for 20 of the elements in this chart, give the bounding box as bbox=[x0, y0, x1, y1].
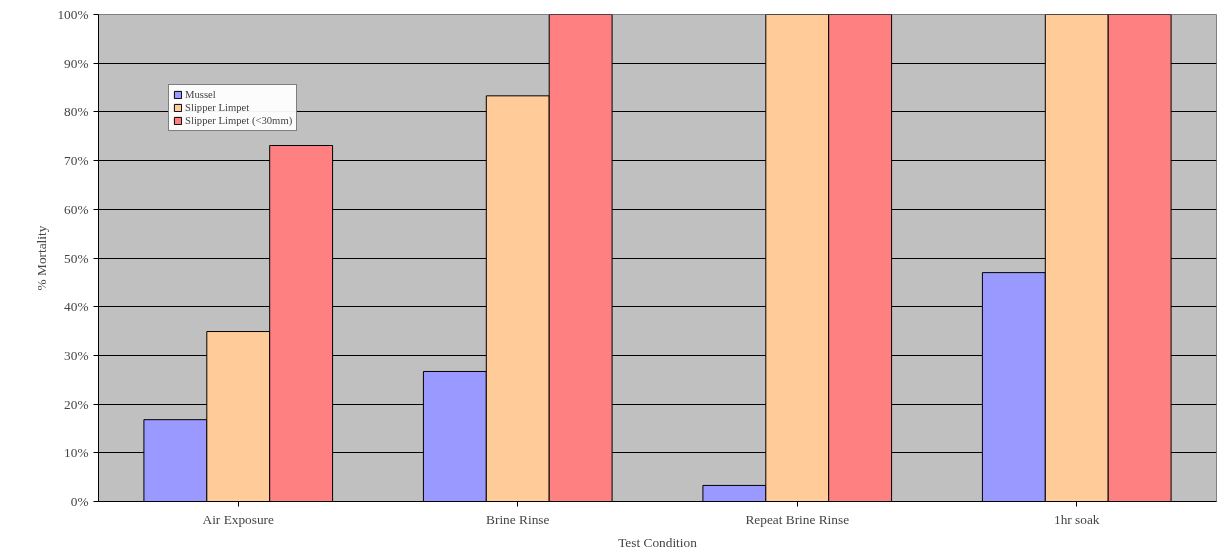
y-tick-label: 40% bbox=[64, 299, 89, 315]
y-tick-label: 20% bbox=[64, 396, 89, 412]
x-tick-label: Air Exposure bbox=[202, 511, 275, 527]
y-axis-title: % Mortality bbox=[34, 225, 50, 291]
y-tick-label: 100% bbox=[57, 7, 89, 22]
legend-label: Mussel bbox=[185, 89, 216, 100]
y-tick-label: 90% bbox=[64, 55, 89, 71]
x-axis-title: Test Condition bbox=[618, 534, 698, 550]
x-tick-label: Repeat Brine Rinse bbox=[745, 511, 850, 527]
y-tick-label: 80% bbox=[64, 104, 89, 120]
y-tick-label: 30% bbox=[64, 347, 89, 363]
y-tick-label: 50% bbox=[64, 250, 89, 266]
x-tick-label: Brine Rinse bbox=[486, 511, 550, 527]
legend-label: Slipper Limpet bbox=[185, 102, 250, 113]
legend-label: Slipper Limpet (<30mm) bbox=[185, 115, 293, 126]
y-tick-label: 60% bbox=[64, 201, 89, 217]
y-tick-label: 70% bbox=[64, 153, 89, 169]
x-tick-label: 1hr soak bbox=[1053, 511, 1100, 527]
y-tick-label: 10% bbox=[64, 445, 89, 461]
y-tick-label: 0% bbox=[70, 494, 89, 509]
